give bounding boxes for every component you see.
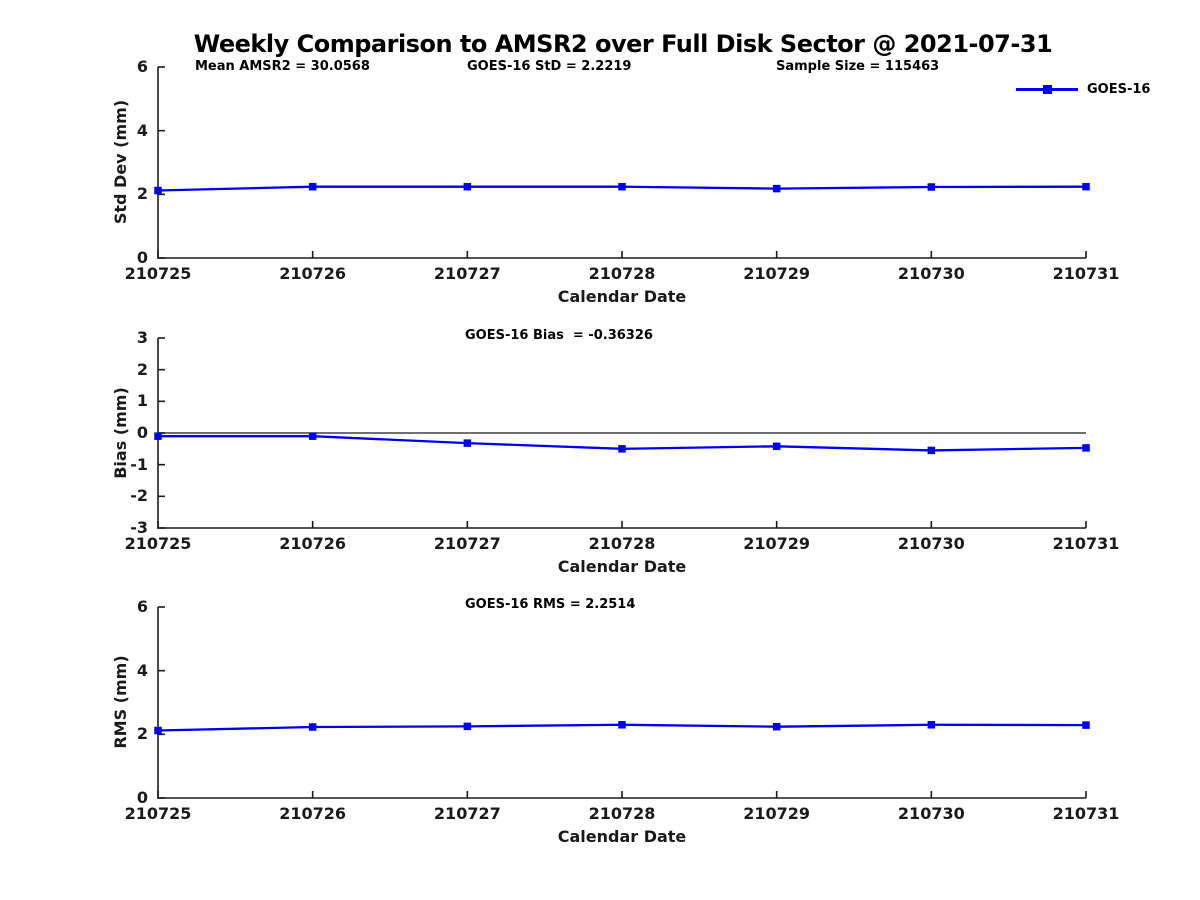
x-tick-label: 210729 [743, 534, 811, 553]
data-point-marker [1082, 444, 1090, 452]
x-tick-label: 210731 [1052, 534, 1120, 553]
x-tick-label: 210727 [433, 804, 501, 823]
data-point-marker [927, 183, 936, 191]
y-tick-label: -1 [130, 454, 148, 474]
x-tick-label: 210725 [124, 264, 192, 283]
data-point-marker [463, 182, 472, 191]
data-point-marker [308, 432, 317, 440]
data-point-marker [1082, 182, 1090, 191]
data-point-marker [1082, 721, 1090, 729]
x-tick-label: 210728 [588, 804, 656, 823]
stat-sample-size: Sample Size = 115463 [776, 59, 940, 74]
data-point-marker [463, 439, 472, 447]
data-point-marker [772, 184, 781, 193]
x-tick-label: 210725 [124, 534, 192, 553]
y-tick-label: -2 [130, 486, 148, 506]
x-tick-label: 210726 [279, 804, 347, 823]
data-point-marker [618, 182, 626, 191]
y-tick-label: -3 [130, 518, 148, 537]
y-tick-label: 6 [136, 597, 148, 616]
stat-goes16-std: GOES-16 StD = 2.2219 [467, 59, 632, 74]
legend: GOES-16 [1016, 81, 1150, 97]
legend-label: GOES-16 [1087, 81, 1151, 97]
x-tick-label: 210730 [897, 534, 965, 553]
data-point-marker [927, 446, 936, 455]
x-tick-label: 210731 [1052, 264, 1120, 283]
stat-mean-amsr2: Mean AMSR2 = 30.0568 [195, 59, 370, 74]
y-tick-label: 0 [136, 788, 148, 807]
y-axis-label-std-dev: Std Dev (mm) [110, 99, 130, 225]
x-tick-label: 210726 [279, 264, 347, 283]
x-tick-label: 210725 [124, 804, 192, 823]
data-point-marker [308, 182, 317, 191]
stat-goes16-rms: GOES-16 RMS = 2.2514 [465, 597, 636, 612]
x-tick-label: 210730 [897, 804, 965, 823]
x-tick-label: 210728 [588, 264, 656, 283]
x-axis-label-calendar-date: Calendar Date [557, 287, 687, 306]
x-tick-label: 210726 [279, 534, 347, 553]
x-tick-label: 210728 [588, 534, 656, 553]
x-tick-label: 210727 [433, 264, 501, 283]
data-point-marker [927, 721, 936, 729]
data-point-marker [772, 722, 781, 731]
data-point-marker [308, 723, 317, 731]
x-tick-label: 210729 [743, 804, 811, 823]
y-tick-label: 0 [136, 423, 148, 442]
x-tick-label: 210727 [433, 534, 501, 553]
y-tick-label: 3 [136, 328, 148, 347]
data-point-marker [618, 445, 626, 453]
y-tick-label: 6 [136, 57, 148, 76]
data-point-marker [772, 442, 781, 451]
chart-title: Weekly Comparison to AMSR2 over Full Dis… [193, 30, 1053, 58]
y-tick-label: 4 [136, 120, 148, 140]
legend-square-marker-icon [1043, 85, 1052, 94]
y-tick-label: 2 [136, 359, 148, 379]
data-point-marker [463, 722, 472, 731]
x-axis-label-calendar-date: Calendar Date [557, 827, 687, 846]
data-point-marker [154, 186, 162, 195]
data-point-marker [618, 721, 626, 729]
legend-swatch [1016, 81, 1078, 97]
x-tick-label: 210731 [1052, 804, 1120, 823]
data-point-marker [154, 726, 162, 735]
y-tick-label: 1 [136, 391, 148, 411]
y-tick-label: 2 [136, 184, 148, 204]
x-tick-label: 210729 [743, 264, 811, 283]
y-tick-label: 0 [136, 248, 148, 267]
y-tick-label: 4 [136, 660, 148, 680]
x-tick-label: 210730 [897, 264, 965, 283]
data-point-marker [154, 432, 162, 440]
stat-goes16-bias: GOES-16 Bias = -0.36326 [465, 328, 653, 343]
x-axis-label-calendar-date: Calendar Date [557, 557, 687, 576]
y-tick-label: 2 [136, 724, 148, 744]
